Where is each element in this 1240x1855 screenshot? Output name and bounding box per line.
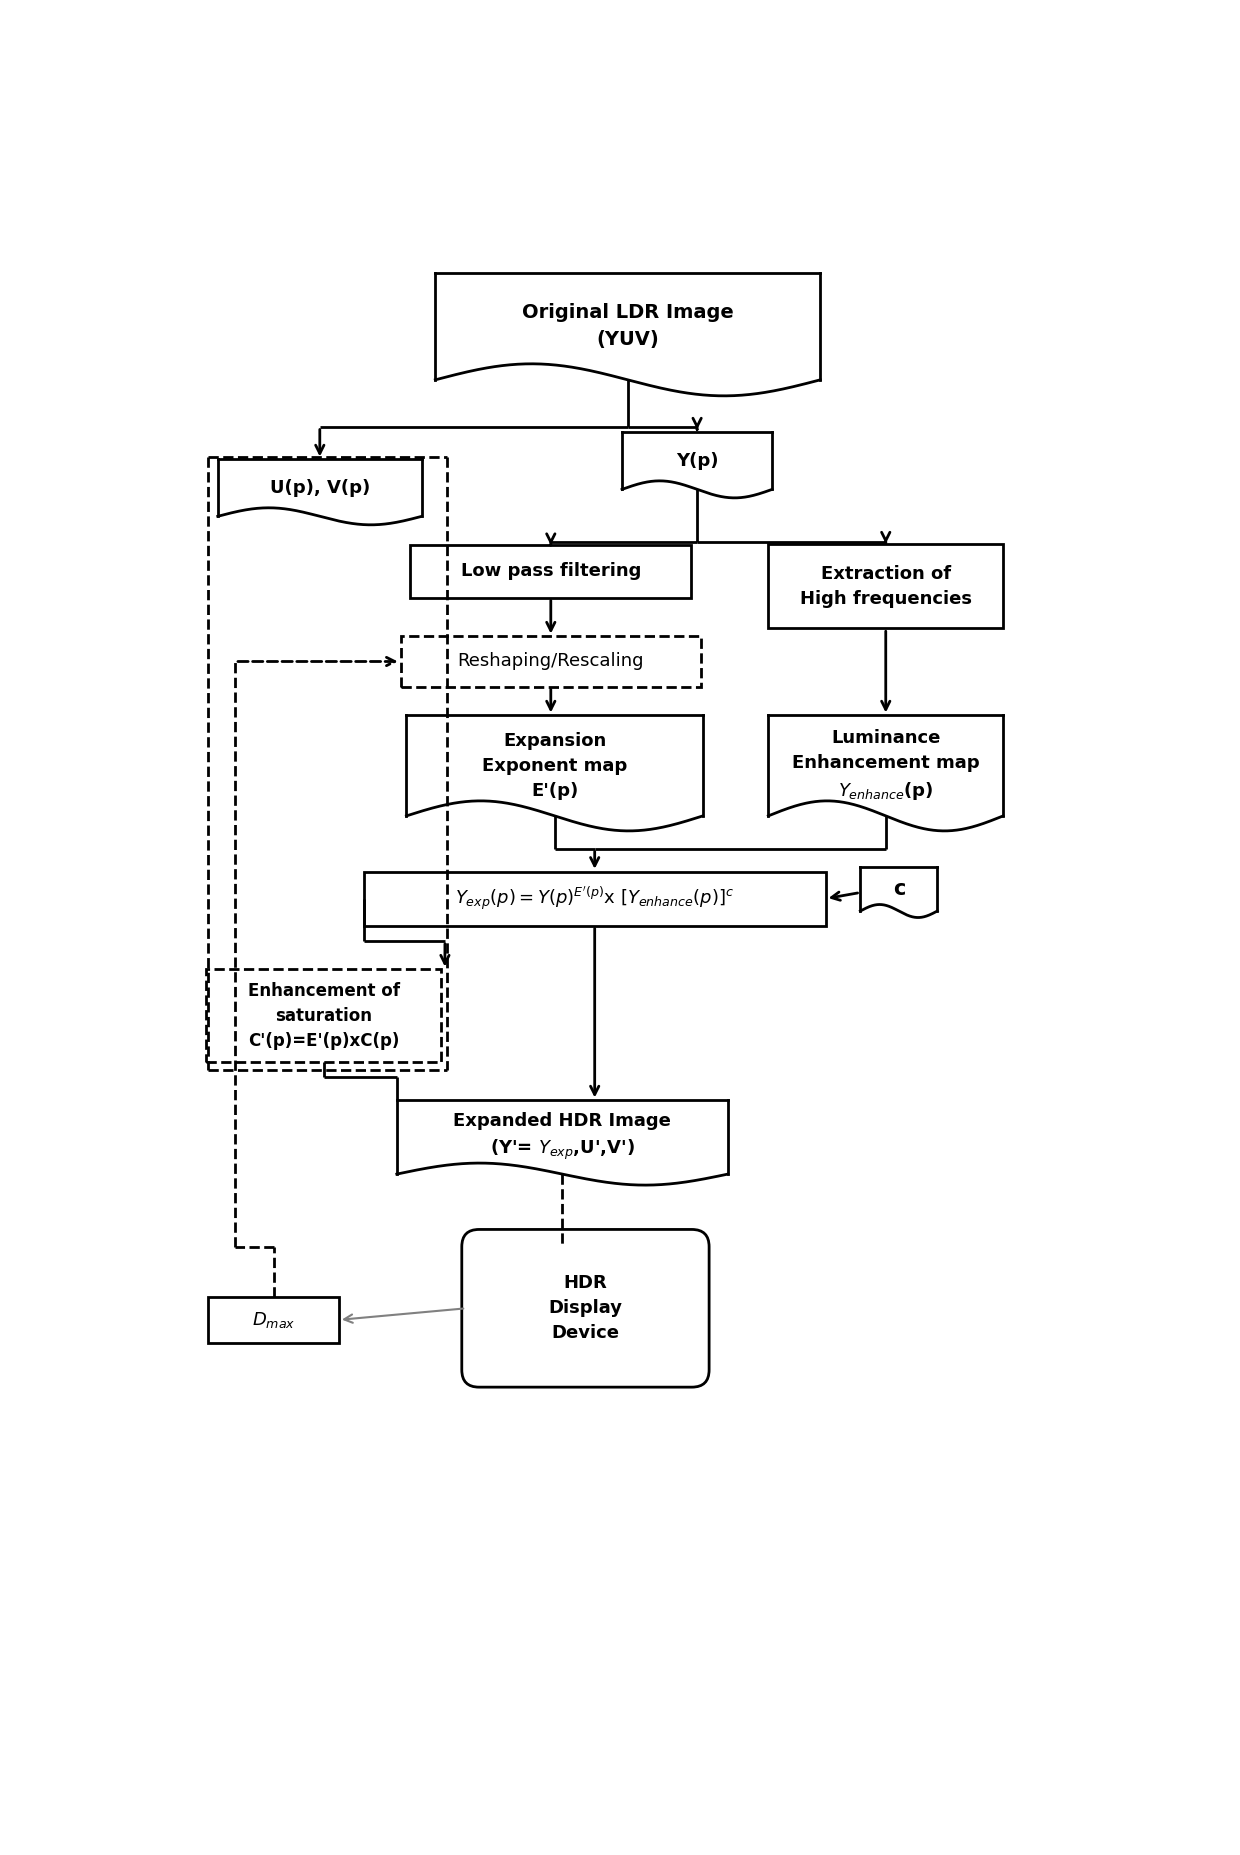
Text: Low pass filtering: Low pass filtering: [460, 562, 641, 581]
Polygon shape: [407, 716, 703, 831]
Text: Reshaping/Rescaling: Reshaping/Rescaling: [458, 653, 644, 670]
Polygon shape: [397, 1100, 728, 1185]
Text: Expansion
Exponent map
E'(p): Expansion Exponent map E'(p): [482, 731, 627, 800]
FancyBboxPatch shape: [769, 544, 1003, 629]
Polygon shape: [861, 868, 937, 918]
Text: Luminance
Enhancement map
$Y_{enhance}$(p): Luminance Enhancement map $Y_{enhance}$(…: [792, 729, 980, 801]
Text: Original LDR Image
(YUV): Original LDR Image (YUV): [522, 304, 734, 349]
FancyBboxPatch shape: [410, 545, 692, 597]
Polygon shape: [622, 432, 773, 497]
Text: $Y_{exp}(p) = Y(p)^{E'(p)}$x $[Y_{enhance}(p)]^{c}$: $Y_{exp}(p) = Y(p)^{E'(p)}$x $[Y_{enhanc…: [455, 885, 734, 913]
Text: $D_{max}$: $D_{max}$: [252, 1310, 295, 1330]
Text: Enhancement of
saturation
C'(p)=E'(p)xC(p): Enhancement of saturation C'(p)=E'(p)xC(…: [248, 981, 399, 1050]
Text: Y(p): Y(p): [676, 453, 718, 469]
Text: Expanded HDR Image
(Y'= $Y_{exp}$,U',V'): Expanded HDR Image (Y'= $Y_{exp}$,U',V'): [454, 1113, 671, 1163]
FancyBboxPatch shape: [206, 970, 441, 1061]
FancyBboxPatch shape: [208, 1297, 339, 1343]
Text: HDR
Display
Device: HDR Display Device: [548, 1274, 622, 1343]
Polygon shape: [218, 460, 422, 525]
Text: Extraction of
High frequencies: Extraction of High frequencies: [800, 564, 972, 608]
Text: U(p), V(p): U(p), V(p): [269, 479, 370, 497]
Text: c: c: [893, 879, 905, 900]
FancyBboxPatch shape: [401, 636, 701, 686]
FancyBboxPatch shape: [461, 1230, 709, 1388]
Polygon shape: [769, 716, 1003, 831]
Polygon shape: [435, 273, 821, 395]
FancyBboxPatch shape: [363, 872, 826, 926]
